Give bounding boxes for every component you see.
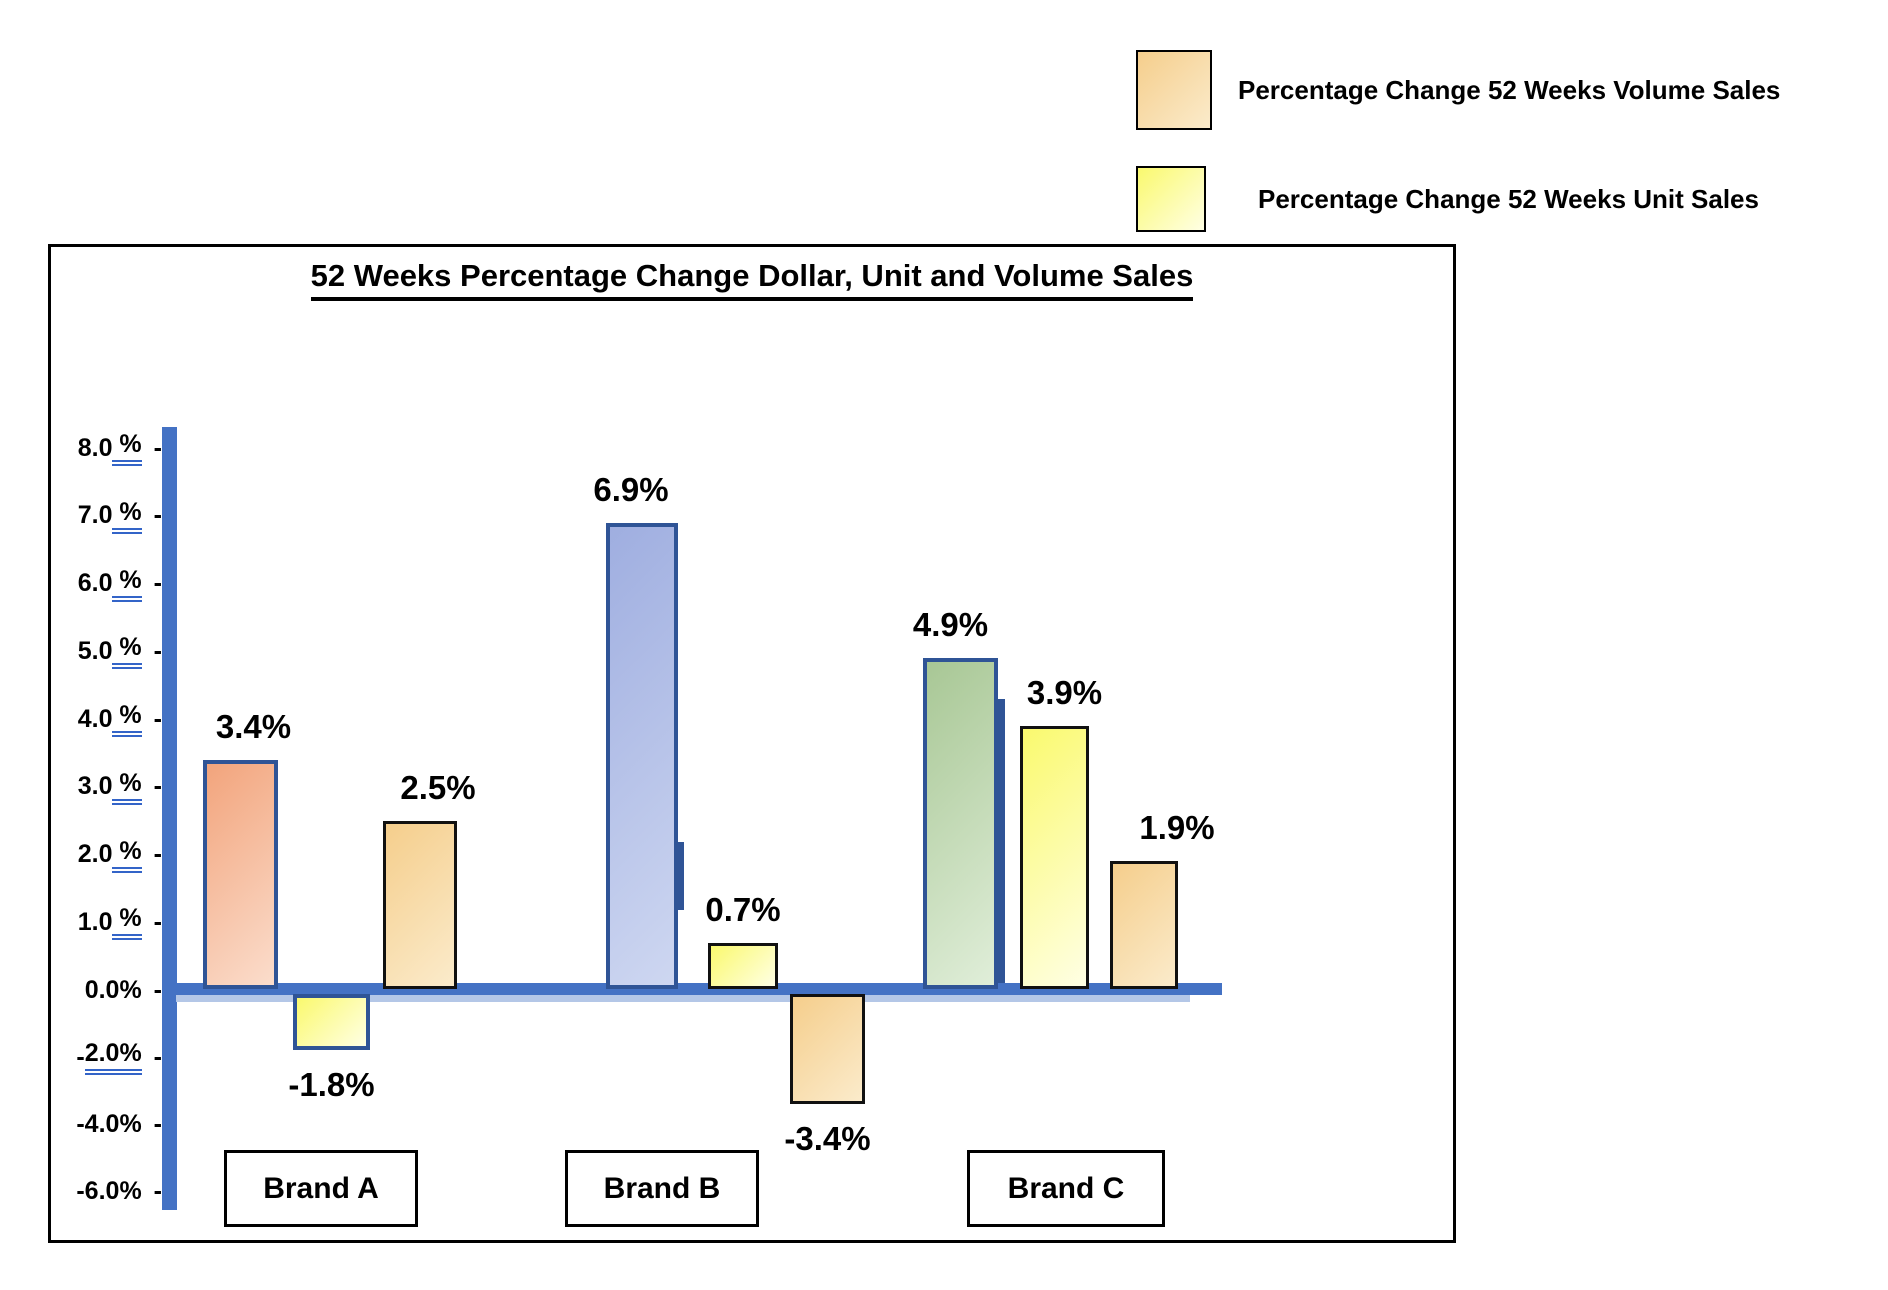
y-tick-label-underlined: % [112, 701, 142, 737]
value-label-brand-a-dollar: 3.4% [215, 707, 292, 745]
category-box-brand-c: Brand C [967, 1150, 1165, 1227]
y-tick-label-underlined: 2.0% [84, 1039, 142, 1075]
y-tick-mark: - [153, 433, 162, 462]
y-tick-label: 2.0 [77, 840, 113, 868]
y-tick-mark: - [153, 975, 162, 1004]
y-tick-label-underlined: % [112, 430, 142, 466]
legend-swatch-unit [1136, 166, 1206, 232]
value-label-brand-c-dollar: 4.9% [912, 606, 989, 644]
y-tick-3: 3.0 % - [30, 769, 162, 805]
legend-item-unit: Percentage Change 52 Weeks Unit Sales [1136, 166, 1759, 232]
y-tick-label: 4.0 [77, 704, 113, 733]
y-tick-label: 6.0 [77, 569, 113, 597]
value-label-brand-b-dollar: 6.9% [593, 470, 669, 508]
y-tick-4: 4.0 % - [30, 701, 162, 737]
chart-title-text: 52 Weeks Percentage Change Dollar, Unit … [310, 258, 1194, 301]
category-box-brand-b: Brand B [565, 1150, 759, 1227]
legend-swatch-volume [1136, 50, 1212, 130]
category-box-brand-a: Brand A [224, 1150, 418, 1227]
y-tick-7: 7.0 % - [30, 498, 162, 534]
y-tick-label: 5.0 [77, 636, 113, 665]
y-tick-mark: - [153, 501, 162, 530]
y-tick-0: 0.0% - [30, 973, 162, 1007]
y-tick-2: 2.0 % - [30, 837, 162, 873]
y-tick-label-underlined: % [112, 904, 142, 941]
y-tick-neg6: -6.0% - [30, 1174, 162, 1208]
y-tick-mark: - [153, 772, 162, 801]
axis-artifact-line-brand-c [997, 699, 1005, 983]
y-tick-label: -6.0% [76, 1176, 142, 1205]
bar-brand-a-volume [383, 820, 457, 989]
y-tick-label-underlined: % [112, 498, 142, 534]
bar-brand-a-unit [293, 994, 370, 1051]
y-tick-label: -4.0% [76, 1109, 142, 1138]
y-tick-label-underlined: % [112, 837, 142, 873]
y-tick-8: 8.0 % - [30, 430, 162, 466]
y-tick-label-underlined: % [112, 633, 142, 670]
y-tick-5: 5.0 % - [30, 633, 162, 670]
y-tick-6: 6.0 % - [30, 566, 162, 602]
value-label-brand-b-unit: 0.7% [705, 890, 781, 928]
y-tick-1: 1.0 % - [30, 904, 162, 941]
y-tick-mark: - [153, 636, 162, 665]
category-label: Brand B [603, 1171, 721, 1205]
bar-brand-b-dollar [606, 522, 678, 989]
category-label: Brand C [1007, 1171, 1125, 1205]
bar-brand-c-unit [1020, 725, 1089, 989]
chart-frame [48, 244, 1456, 1243]
y-tick-label: 0.0% [84, 975, 142, 1004]
value-label-brand-c-unit: 3.9% [1026, 673, 1103, 711]
y-tick-label: 1.0 [77, 907, 113, 936]
y-tick-label-underlined: % [112, 566, 142, 602]
axis-artifact-line-brand-b [677, 842, 684, 910]
x-axis-shadow-line [176, 995, 1190, 1002]
y-tick-mark: - [153, 1109, 162, 1138]
y-tick-mark: - [153, 840, 162, 868]
legend-item-volume: Percentage Change 52 Weeks Volume Sales [1136, 50, 1780, 130]
category-label: Brand A [263, 1171, 379, 1205]
y-tick-mark: - [153, 704, 162, 733]
bar-brand-c-volume [1110, 861, 1178, 989]
y-tick-label: 8.0 [77, 433, 113, 462]
bar-brand-c-dollar [923, 658, 998, 989]
legend-label-unit: Percentage Change 52 Weeks Unit Sales [1258, 183, 1759, 214]
y-tick-label: - [76, 1042, 85, 1071]
y-tick-label: 3.0 [77, 772, 113, 801]
bar-brand-b-volume [790, 994, 865, 1104]
value-label-brand-a-unit: -1.8% [288, 1066, 375, 1104]
y-tick-mark: - [153, 1042, 162, 1071]
value-label-brand-c-volume: 1.9% [1139, 809, 1215, 847]
y-tick-mark: - [153, 1176, 162, 1205]
value-label-brand-b-volume: -3.4% [784, 1119, 871, 1157]
legend-label-volume: Percentage Change 52 Weeks Volume Sales [1238, 74, 1781, 105]
y-tick-neg2: -2.0% - [30, 1039, 162, 1075]
y-axis-line [162, 427, 177, 1210]
y-tick-label: 7.0 [77, 501, 113, 530]
bar-brand-a-dollar [203, 759, 278, 989]
chart-title: 52 Weeks Percentage Change Dollar, Unit … [48, 258, 1456, 301]
y-tick-neg4: -4.0% - [30, 1107, 162, 1141]
y-tick-label-underlined: % [112, 769, 142, 805]
value-label-brand-a-volume: 2.5% [400, 768, 476, 806]
bar-brand-b-unit [708, 942, 778, 989]
y-tick-mark: - [153, 569, 162, 597]
y-tick-mark: - [153, 907, 162, 936]
